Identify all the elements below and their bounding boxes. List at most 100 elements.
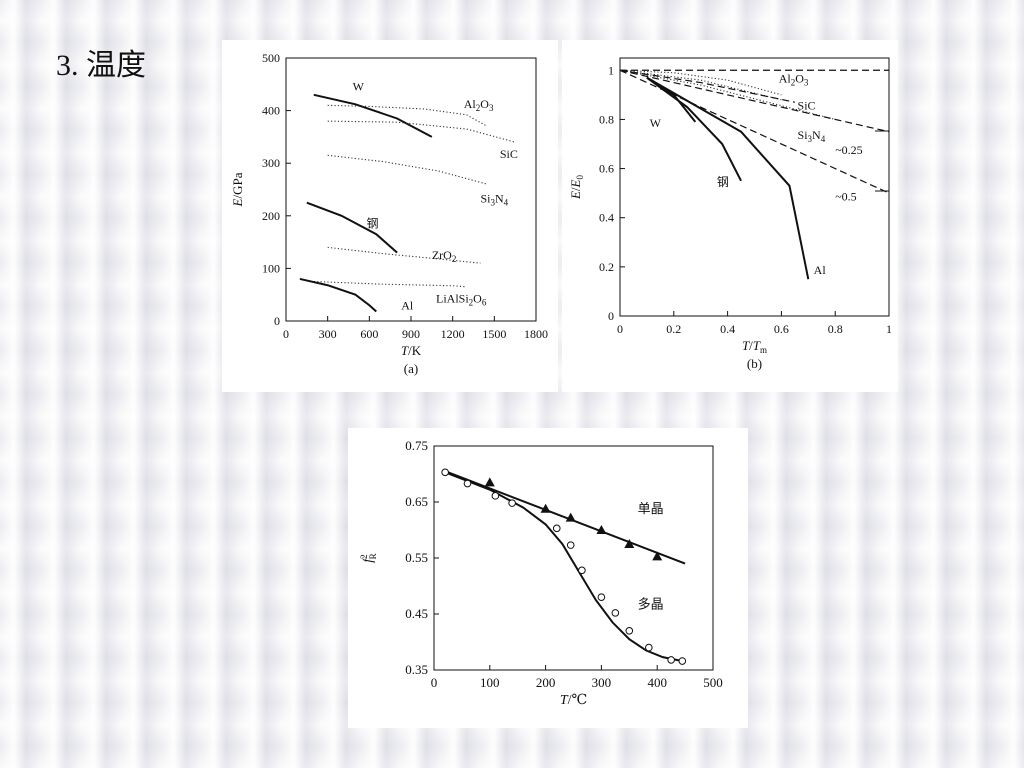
y-tick-label: 0.75 xyxy=(405,438,428,453)
x-axis-label: T/K xyxy=(401,343,422,358)
y-tick-label: 0.2 xyxy=(599,260,614,274)
data-point-triangle xyxy=(540,503,551,513)
series-label: Al xyxy=(401,298,414,312)
data-point-circle xyxy=(552,524,561,533)
chart-a-svg: 0 300 600 900 1200 1500 1800 0 100 200 300 400 500 T/… xyxy=(230,51,548,376)
x-tick-label: 0.6 xyxy=(774,322,789,336)
series-line-ZrO2 xyxy=(327,246,481,264)
data-point-circle xyxy=(645,643,653,652)
chart-panel-b: 0 0.2 0.4 0.6 0.8 1 0 0.2 0.4 0.6 0.8 1 T/Tm E/E0 (b) A… xyxy=(562,40,898,392)
y-tick-label: 0 xyxy=(608,309,614,323)
data-point-triangle xyxy=(565,512,576,522)
data-point-circle xyxy=(578,566,586,575)
series-line-钢 xyxy=(306,201,398,254)
series-line-Si3N4 xyxy=(619,69,836,120)
plot-frame xyxy=(619,57,890,317)
x-axis-label: T/Tm xyxy=(742,338,767,355)
series-label: LiAlSi2O6 xyxy=(436,292,487,308)
series-label: Si3N4 xyxy=(480,192,508,208)
y-tick-label: 0.45 xyxy=(405,606,428,621)
x-tick-label: 200 xyxy=(536,675,556,690)
x-tick-label: 0 xyxy=(617,322,623,336)
series-label: ~0.25 xyxy=(835,143,863,157)
data-point-circle xyxy=(566,541,575,549)
y-tick-label: 400 xyxy=(262,104,280,118)
data-point-triangle xyxy=(652,551,663,561)
x-tick-label: 1500 xyxy=(482,327,506,341)
series-label: Al xyxy=(814,263,827,277)
data-point-circle xyxy=(678,657,687,665)
x-tick-label: 1800 xyxy=(524,327,548,341)
y-axis-label: E/E0 xyxy=(568,174,585,200)
y-tick-label: 0.65 xyxy=(405,494,428,509)
x-tick-label: 0.4 xyxy=(720,322,735,336)
data-point-triangle xyxy=(624,539,635,548)
series-label: Al2O3 xyxy=(464,97,494,113)
series-line-SiC xyxy=(327,120,516,143)
y-tick-label: 0.35 xyxy=(405,662,428,677)
chart-caption: (b) xyxy=(747,356,762,371)
series-line-Al2O3 xyxy=(619,69,782,96)
series-label: SiC xyxy=(500,147,518,161)
series-line-钢 xyxy=(646,76,742,182)
data-point-circle xyxy=(463,479,472,488)
series-label: 多晶 xyxy=(638,596,664,611)
fit-line-多晶 xyxy=(444,471,680,662)
y-tick-label: 1 xyxy=(608,63,614,77)
series-label: Al2O3 xyxy=(779,72,809,88)
series-label: ZrO2 xyxy=(432,248,457,264)
y-tick-label: 500 xyxy=(262,51,280,65)
series-label: 单晶 xyxy=(638,501,664,516)
fit-line-单晶 xyxy=(444,470,686,565)
series-line-W xyxy=(313,93,433,138)
series-label: 钢 xyxy=(717,175,729,189)
data-point-triangle xyxy=(596,525,607,534)
chart-c-svg: 0 100 200 300 400 500 0.35 0.45 0.55 0.65 0.75 T/℃ f… xyxy=(359,438,723,708)
series-line-Al xyxy=(646,76,810,280)
data-point-circle xyxy=(611,609,620,617)
data-point-circle xyxy=(625,627,634,635)
series-line-Al2O3-SiC dashed xyxy=(619,69,795,103)
x-tick-label: 300 xyxy=(319,327,337,341)
x-tick-label: 500 xyxy=(703,675,723,690)
series-line-~0.25 xyxy=(619,69,890,133)
chart-b-svg: 0 0.2 0.4 0.6 0.8 1 0 0.2 0.4 0.6 0.8 1 T/Tm E/E0 (b) A… xyxy=(568,57,892,371)
series-label: 钢 xyxy=(367,216,379,230)
y-tick-label: 0.6 xyxy=(599,162,614,176)
data-point-circle xyxy=(441,468,449,477)
slide-title: 3. 温度 xyxy=(56,49,146,82)
x-axis-label: T/℃ xyxy=(560,693,587,708)
x-tick-label: 1 xyxy=(886,322,892,336)
y-tick-label: 300 xyxy=(262,156,280,170)
x-tick-label: 600 xyxy=(360,327,378,341)
series-line-LiAlSi2O6 xyxy=(313,281,467,288)
x-tick-label: 0.8 xyxy=(828,322,843,336)
y-axis-label: E/GPa xyxy=(230,172,245,207)
series-label: SiC xyxy=(798,99,816,113)
x-tick-label: 100 xyxy=(480,675,500,690)
series-label: ~0.5 xyxy=(835,190,857,204)
x-tick-label: 900 xyxy=(402,327,420,341)
data-point-circle xyxy=(597,593,606,601)
x-tick-label: 0.2 xyxy=(666,322,681,336)
data-point-circle xyxy=(508,499,516,507)
y-tick-label: 0.55 xyxy=(405,550,428,565)
series-line-Si3N4 xyxy=(327,154,488,185)
y-tick-label: 0.8 xyxy=(599,112,614,126)
y-tick-label: 0.4 xyxy=(599,211,614,225)
chart-panel-a: 0 300 600 900 1200 1500 1800 0 100 200 300 400 500 T/… xyxy=(222,40,558,392)
x-tick-label: 400 xyxy=(647,675,667,690)
series-label: W xyxy=(353,80,365,94)
y-tick-label: 100 xyxy=(262,261,280,275)
series-label: W xyxy=(650,116,662,130)
x-tick-label: 0 xyxy=(283,327,289,341)
x-tick-label: 300 xyxy=(592,675,612,690)
series-label: Si3N4 xyxy=(798,128,826,144)
x-tick-label: 1200 xyxy=(441,327,465,341)
series-line-Al xyxy=(299,277,377,313)
data-point-circle xyxy=(491,492,500,500)
data-point-triangle xyxy=(484,477,495,487)
series-line-Al2O3 xyxy=(327,104,488,127)
data-point-circle xyxy=(667,656,675,664)
y-tick-label: 0 xyxy=(274,314,280,328)
